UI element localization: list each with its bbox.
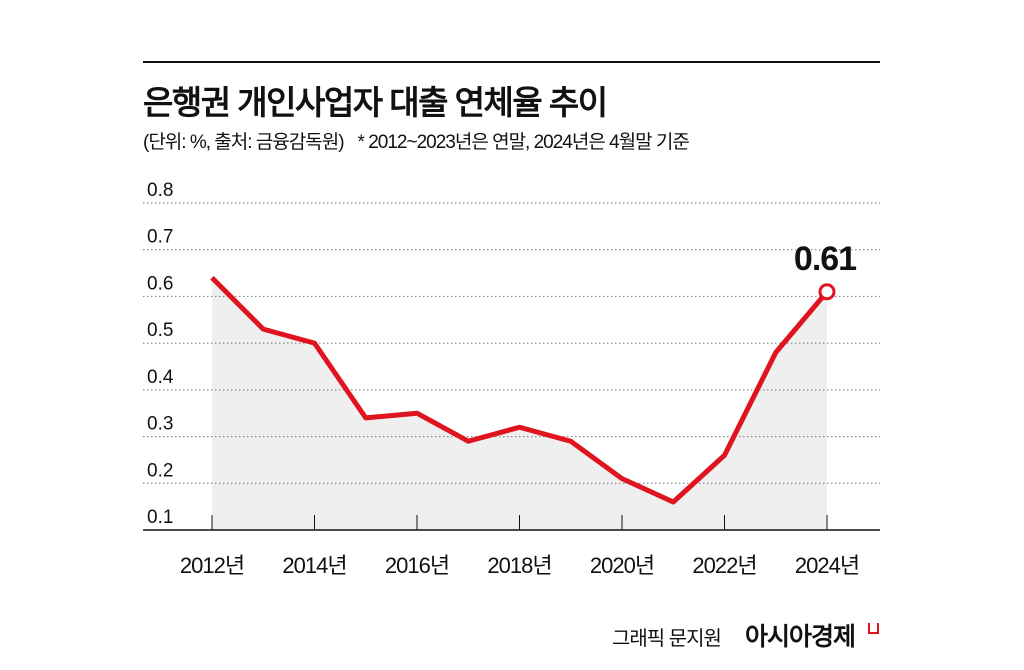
y-tick-label: 0.6 (147, 273, 173, 294)
y-tick-label: 0.2 (147, 460, 173, 481)
top-rule (143, 61, 880, 63)
y-tick-label: 0.1 (147, 507, 173, 528)
data-point-2024 (818, 283, 836, 301)
x-tick-label: 2020년 (590, 553, 654, 578)
chart-subtitle: (단위: %, 출처: 금융감독원) * 2012~2023년은 연말, 2024… (143, 127, 703, 154)
x-tick-label: 2014년 (282, 553, 346, 578)
x-tick-label: 2024년 (795, 553, 859, 578)
graphic-credit: 그래픽 문지원 (612, 628, 722, 650)
chart-title: 은행권 개인사업자 대출 연체율 추이 (143, 84, 608, 121)
brand-mark-icon (868, 623, 879, 634)
x-tick-label: 2022년 (692, 553, 756, 578)
units-source: (단위: %, 출처: 금융감독원) (143, 132, 345, 153)
area-fill (212, 277, 827, 530)
x-tick-label: 2012년 (180, 553, 244, 578)
y-tick-label: 0.5 (147, 320, 173, 341)
y-tick-label: 0.7 (147, 227, 173, 248)
y-tick-label: 0.8 (147, 180, 173, 201)
footnote: * 2012~2023년은 연말, 2024년은 4월말 기준 (357, 132, 690, 153)
y-tick-label: 0.4 (147, 367, 174, 388)
brand-logo: 아시아경제 (745, 623, 856, 651)
data-label-2024: 0.61 (794, 240, 856, 278)
x-tick-label: 2018년 (487, 553, 551, 578)
y-tick-label: 0.3 (147, 414, 173, 435)
x-tick-label: 2016년 (385, 553, 449, 578)
